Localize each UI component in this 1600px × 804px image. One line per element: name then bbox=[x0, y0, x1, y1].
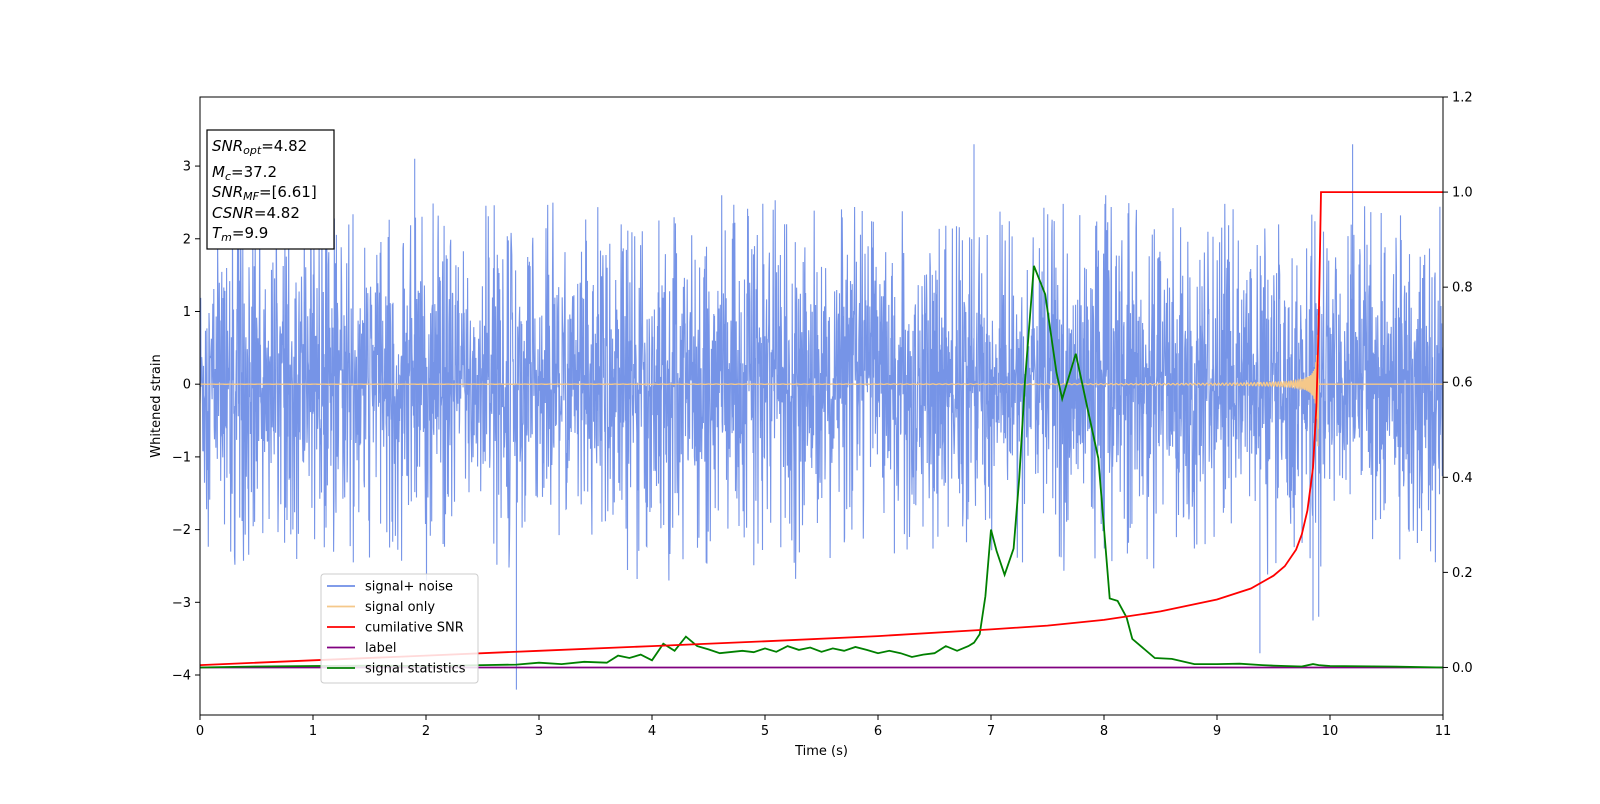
x-tick-label: 9 bbox=[1213, 724, 1221, 739]
signal-noise-layer bbox=[200, 144, 1443, 690]
legend-label: signal statistics bbox=[365, 662, 466, 677]
y-left-tick-label: −2 bbox=[172, 523, 191, 538]
y-left-tick-label: 1 bbox=[183, 305, 191, 320]
info-line-mc: Mc=37.2 bbox=[212, 163, 277, 183]
x-tick-label: 3 bbox=[535, 724, 543, 739]
legend-label: signal+ noise bbox=[365, 580, 453, 595]
legend-item-signal-noise: signal+ noise bbox=[327, 580, 453, 595]
y-axis-label: Whitened strain bbox=[149, 354, 164, 457]
y-left-tick-label: 0 bbox=[183, 378, 191, 393]
info-subscript: c bbox=[225, 170, 231, 183]
legend-item-label: label bbox=[327, 641, 396, 656]
info-symbol: M bbox=[212, 163, 225, 181]
info-symbol: SNR bbox=[212, 183, 243, 201]
x-tick-label: 6 bbox=[874, 724, 882, 739]
info-line-snr-mf: SNRMF=[6.61] bbox=[212, 183, 317, 203]
x-tick-label: 1 bbox=[309, 724, 317, 739]
y-right-tick-label: 0.4 bbox=[1452, 471, 1473, 486]
legend-frame bbox=[320, 573, 479, 684]
y-left-tick-label: −1 bbox=[172, 450, 191, 465]
x-tick-label: 2 bbox=[422, 724, 430, 739]
y-left-tick-label: −4 bbox=[172, 669, 191, 684]
info-line-csnr: CSNR=4.82 bbox=[212, 204, 300, 222]
info-symbol: SNR bbox=[212, 137, 243, 155]
y-right-tick-label: 0.8 bbox=[1452, 281, 1473, 296]
info-line-tm: Tm=9.9 bbox=[212, 224, 268, 244]
y-right-tick-label: 0.2 bbox=[1452, 566, 1473, 581]
info-value: =4.82 bbox=[254, 204, 300, 222]
info-box: SNRopt=4.82Mc=37.2SNRMF=[6.61]CSNR=4.82T… bbox=[206, 129, 335, 250]
info-value: =37.2 bbox=[231, 163, 277, 181]
legend-label: cumilative SNR bbox=[365, 621, 464, 636]
info-subscript: MF bbox=[243, 190, 259, 203]
legend-item-cumulative-snr: cumilative SNR bbox=[327, 621, 464, 636]
legend-item-signal-statistics: signal statistics bbox=[327, 662, 466, 677]
y-left-tick-label: −3 bbox=[172, 596, 191, 611]
info-value: =4.82 bbox=[261, 137, 307, 155]
info-symbol: T bbox=[212, 224, 223, 242]
y-left-tick-label: 2 bbox=[183, 232, 191, 247]
x-tick-label: 0 bbox=[196, 724, 204, 739]
info-value: =9.9 bbox=[232, 224, 268, 242]
series-signal-noise-line bbox=[200, 144, 1443, 690]
x-tick-label: 5 bbox=[761, 724, 769, 739]
legend-label: signal only bbox=[365, 600, 435, 615]
x-tick-label: 8 bbox=[1100, 724, 1108, 739]
series-signal-only-line bbox=[200, 315, 1443, 447]
info-box-frame bbox=[206, 129, 335, 250]
y-right-tick-label: 1.0 bbox=[1452, 186, 1473, 201]
plot-frame bbox=[199, 96, 1444, 716]
info-subscript: opt bbox=[243, 144, 262, 157]
info-symbol: CSNR bbox=[212, 204, 254, 222]
x-tick-label: 10 bbox=[1322, 724, 1339, 739]
x-axis-label: Time (s) bbox=[794, 744, 848, 759]
y-left-tick-label: 3 bbox=[183, 160, 191, 175]
series-cumulative-snr-line bbox=[200, 191, 1443, 666]
y-right-tick-label: 0.6 bbox=[1452, 376, 1473, 391]
legend-label: label bbox=[365, 641, 396, 656]
series-signal-statistics-line bbox=[200, 265, 1443, 669]
info-value: =[6.61] bbox=[259, 183, 317, 201]
legend: signal+ noise signal only cumilative SNR la… bbox=[320, 573, 479, 684]
y-right-tick-label: 0.0 bbox=[1452, 661, 1473, 676]
axis-ticks-layer: 0 1 2 3 4 5 6 7 8 9 10 11 −4 −3 −2 −1 0 1 2 3 0.0 0.2 0.4 0.6 0.… bbox=[172, 91, 1473, 740]
x-tick-label: 7 bbox=[987, 724, 995, 739]
signal-only-layer bbox=[200, 315, 1443, 447]
info-subscript: m bbox=[221, 231, 232, 244]
legend-item-signal-only: signal only bbox=[327, 600, 435, 615]
x-tick-label: 11 bbox=[1435, 724, 1452, 739]
info-line-snr-opt: SNRopt=4.82 bbox=[212, 137, 307, 157]
x-tick-label: 4 bbox=[648, 724, 656, 739]
y-right-tick-label: 1.2 bbox=[1452, 91, 1473, 106]
